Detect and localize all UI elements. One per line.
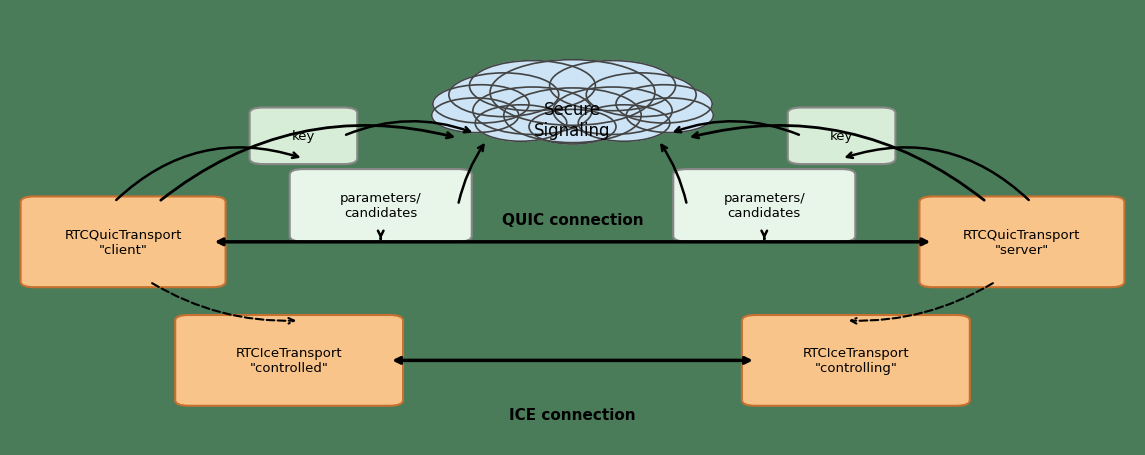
Text: Secure
Signaling: Secure Signaling <box>535 101 610 140</box>
Circle shape <box>616 86 712 124</box>
Circle shape <box>597 78 686 113</box>
FancyBboxPatch shape <box>290 170 472 242</box>
Circle shape <box>432 99 519 133</box>
Circle shape <box>490 61 655 126</box>
Circle shape <box>550 61 676 111</box>
Text: key: key <box>830 130 853 143</box>
Circle shape <box>586 74 696 117</box>
FancyBboxPatch shape <box>250 108 357 165</box>
Circle shape <box>561 66 664 107</box>
Circle shape <box>563 92 662 131</box>
FancyBboxPatch shape <box>742 315 970 406</box>
Text: parameters/
candidates: parameters/ candidates <box>724 192 805 220</box>
FancyBboxPatch shape <box>673 170 855 242</box>
Circle shape <box>449 74 559 117</box>
Text: QUIC connection: QUIC connection <box>502 212 643 228</box>
Circle shape <box>475 106 567 142</box>
Text: RTCIceTransport
"controlling": RTCIceTransport "controlling" <box>803 347 909 374</box>
Circle shape <box>626 99 713 133</box>
Text: ICE connection: ICE connection <box>510 407 635 422</box>
Circle shape <box>537 113 608 142</box>
Circle shape <box>516 94 629 138</box>
Circle shape <box>578 106 670 142</box>
Circle shape <box>625 89 703 120</box>
Text: RTCQuicTransport
"client": RTCQuicTransport "client" <box>64 228 182 256</box>
Circle shape <box>634 102 705 130</box>
FancyBboxPatch shape <box>175 315 403 406</box>
Circle shape <box>473 88 592 135</box>
Circle shape <box>481 66 584 107</box>
FancyBboxPatch shape <box>21 197 226 288</box>
Text: key: key <box>292 130 315 143</box>
FancyBboxPatch shape <box>788 108 895 165</box>
Circle shape <box>483 92 582 131</box>
Circle shape <box>529 110 616 145</box>
Circle shape <box>504 89 641 143</box>
Circle shape <box>586 109 662 139</box>
Circle shape <box>433 86 529 124</box>
FancyBboxPatch shape <box>919 197 1124 288</box>
Circle shape <box>469 61 595 111</box>
Circle shape <box>459 78 548 113</box>
Text: RTCQuicTransport
"server": RTCQuicTransport "server" <box>963 228 1081 256</box>
Circle shape <box>442 89 520 120</box>
Text: parameters/
candidates: parameters/ candidates <box>340 192 421 220</box>
Text: RTCIceTransport
"controlled": RTCIceTransport "controlled" <box>236 347 342 374</box>
Circle shape <box>483 109 559 139</box>
Circle shape <box>505 66 640 120</box>
Circle shape <box>553 88 672 135</box>
Circle shape <box>440 102 511 130</box>
